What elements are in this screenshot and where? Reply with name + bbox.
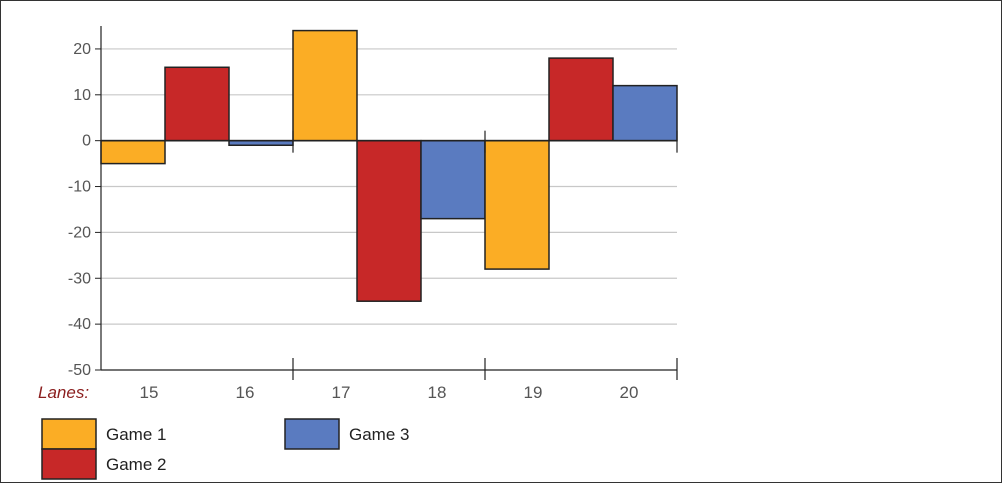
axes [95, 26, 678, 380]
bar-game-3 [612, 84, 678, 142]
legend-swatch [41, 418, 97, 450]
x-category-label: 19 [524, 383, 543, 402]
y-tick-label: 20 [73, 41, 91, 58]
bar-game-2 [356, 139, 422, 302]
bar-game-2 [164, 66, 230, 142]
x-category-label: 16 [236, 383, 255, 402]
x-category-label: 18 [428, 383, 447, 402]
legend-swatch [284, 418, 340, 450]
bar-game-1 [484, 139, 550, 270]
bar-game-3 [420, 139, 486, 220]
legend-label: Game 1 [106, 425, 166, 444]
y-tick-label: -40 [68, 316, 91, 333]
y-tick-label: -10 [68, 179, 91, 196]
legend-label: Game 2 [106, 455, 166, 474]
bars [100, 29, 678, 302]
x-category-label: 20 [620, 383, 639, 402]
x-category-label: 17 [332, 383, 351, 402]
y-tick-label: 10 [73, 87, 91, 104]
legend: Game 1 Game 2 Game 3 [41, 418, 409, 480]
bar-game-2 [548, 57, 614, 142]
x-axis-title: Lanes: [38, 383, 89, 402]
bar-game-1 [100, 139, 166, 165]
legend-swatch [41, 448, 97, 480]
y-tick-label: 0 [82, 133, 91, 150]
y-tick-label: -50 [68, 362, 91, 379]
legend-label: Game 3 [349, 425, 409, 444]
axis-labels: 20 10 0 -10 -20 -30 -40 -50 15 16 17 18 19 20 Lanes: [38, 41, 638, 402]
x-category-label: 15 [140, 383, 159, 402]
y-tick-label: -20 [68, 224, 91, 241]
y-tick-label: -30 [68, 270, 91, 287]
bar-game-1 [292, 29, 358, 142]
